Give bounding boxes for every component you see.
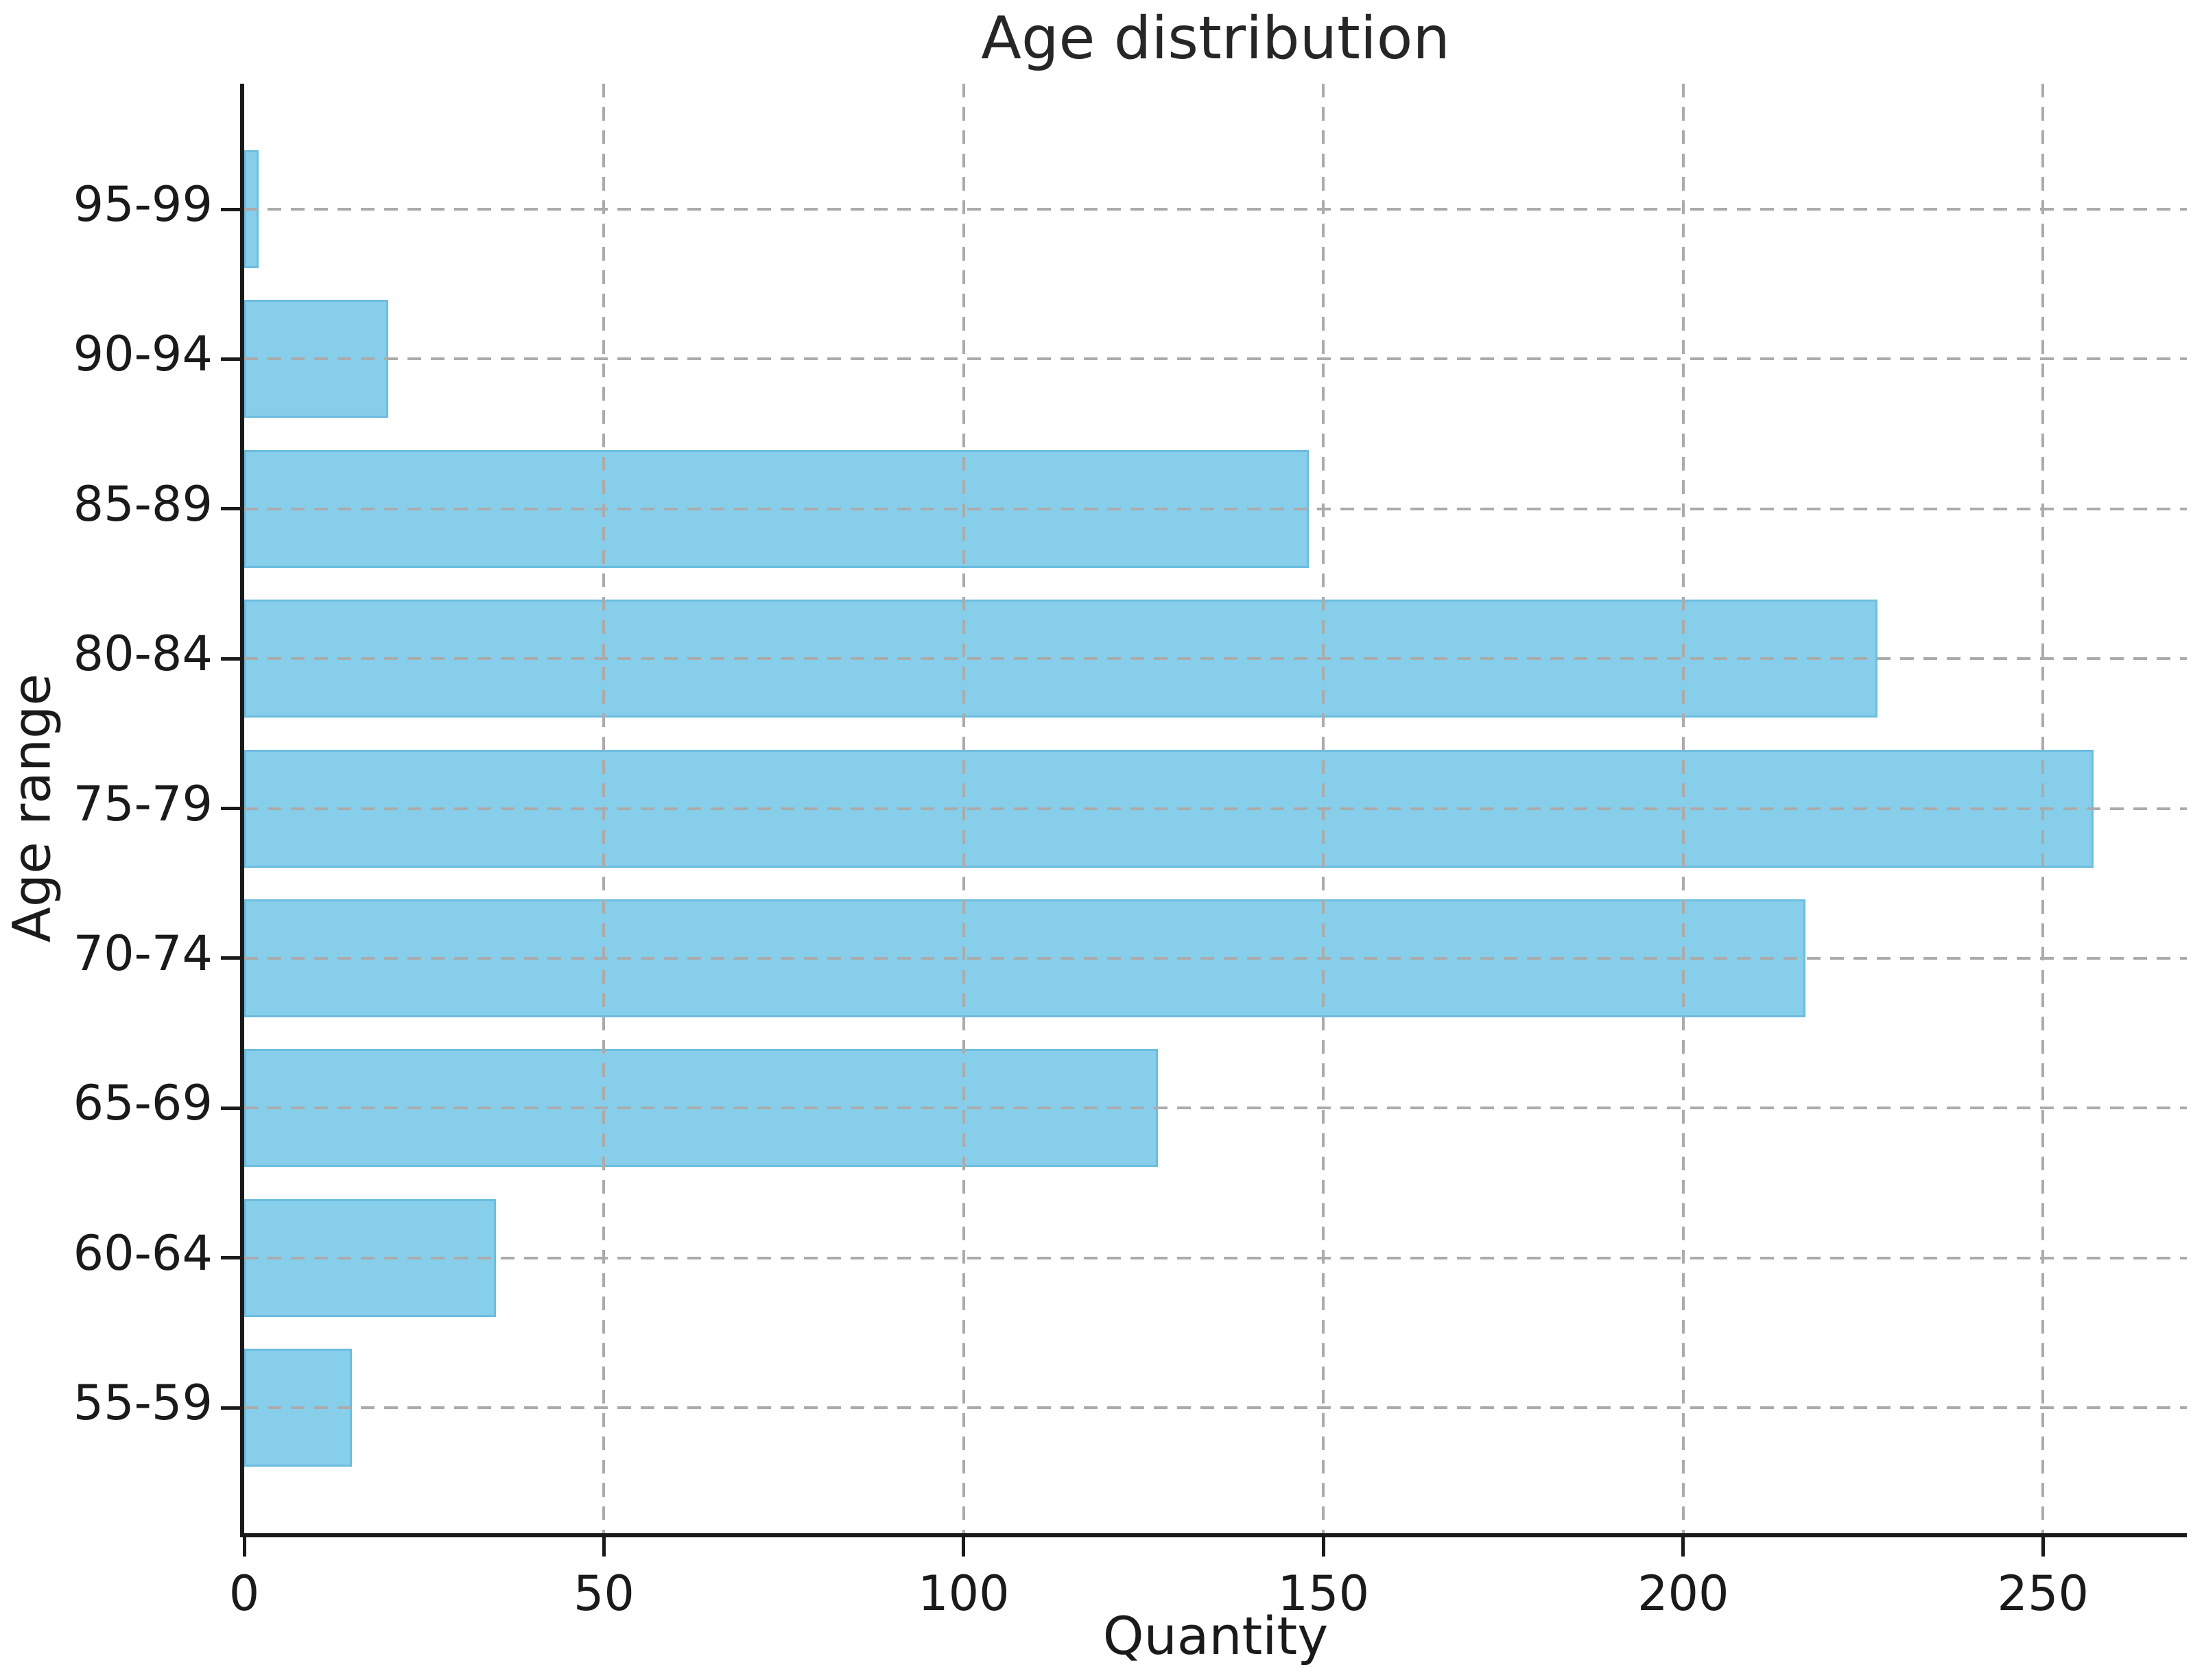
x-tick-label: 0	[228, 1565, 260, 1622]
chart-title: Age distribution	[981, 4, 1450, 73]
y-tick-label: 80-84	[73, 626, 213, 683]
y-gridline	[244, 1406, 2187, 1409]
x-tick-label: 150	[1277, 1565, 1370, 1622]
plot-area: 0 50 100 150 200 250 95-99 90-94 85-89 80-84 75-79…	[73, 84, 2187, 1622]
y-tick-label: 90-94	[73, 326, 213, 383]
x-axis-label: Quantity	[1102, 1605, 1329, 1666]
y-tick-mark	[221, 357, 240, 361]
y-tick-mark	[221, 656, 240, 661]
x-tick-mark	[2041, 1537, 2045, 1557]
y-gridline	[244, 357, 2187, 361]
x-tick-label: 100	[918, 1565, 1010, 1622]
x-tick-mark	[962, 1537, 966, 1557]
y-tick-label: 75-79	[73, 775, 213, 832]
y-gridline	[244, 956, 2187, 960]
y-tick-label: 55-59	[73, 1375, 213, 1431]
x-tick-label: 200	[1637, 1565, 1729, 1622]
y-gridline	[244, 208, 2187, 211]
x-tick-mark	[602, 1537, 606, 1557]
y-tick-mark	[221, 1106, 240, 1110]
y-gridline	[244, 1107, 2187, 1110]
y-gridline	[244, 1256, 2187, 1259]
y-tick-mark	[221, 956, 240, 960]
x-tick-mark	[1681, 1537, 1685, 1557]
y-gridline	[244, 657, 2187, 661]
y-tick-label: 60-64	[73, 1224, 213, 1281]
y-gridline	[244, 507, 2187, 510]
x-tick-mark	[1321, 1537, 1325, 1557]
y-tick-mark	[221, 507, 240, 511]
x-tick-label: 250	[1997, 1565, 2089, 1622]
x-tick-mark	[242, 1537, 246, 1557]
y-tick-label: 65-69	[73, 1075, 213, 1132]
y-tick-label: 70-74	[73, 925, 213, 982]
x-tick-label: 50	[573, 1565, 635, 1622]
y-tick-mark	[221, 207, 240, 211]
y-tick-mark	[221, 807, 240, 810]
y-gridline	[244, 807, 2187, 810]
y-tick-mark	[221, 1406, 240, 1410]
y-tick-mark	[221, 1256, 240, 1260]
y-tick-label: 85-89	[73, 475, 213, 532]
y-tick-label: 95-99	[73, 176, 213, 233]
